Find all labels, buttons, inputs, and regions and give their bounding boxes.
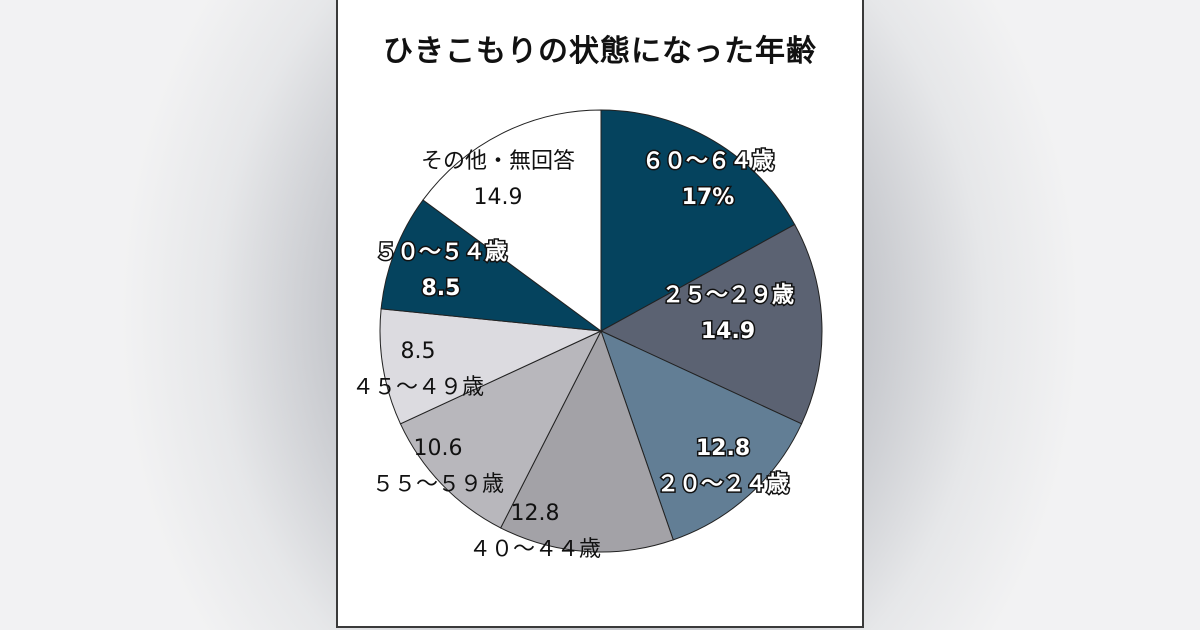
slice-value-label: 14.9 bbox=[474, 185, 523, 210]
pie-chart: ６０～６４歳 17% ２５～２９歳 14.9 12.8 ２０～２４歳 12.8 ４０～４４歳 1… bbox=[352, 109, 823, 562]
slice-category-label: ５５～５９歳 bbox=[372, 472, 504, 497]
slice-category-label: ４０～４４歳 bbox=[469, 537, 601, 562]
slice-category-label: ２０～２４歳 bbox=[657, 472, 789, 497]
pie-slice bbox=[379, 308, 603, 425]
chart-card: ひきこもりの状態になった年齢 ６０～６４歳 17% ２５～２９歳 14.9 12.8 ２０… bbox=[336, 0, 864, 628]
slice-value-label: 8.5 bbox=[422, 276, 461, 301]
pie-slice bbox=[600, 330, 803, 541]
chart-title: ひきこもりの状態になった年齢 bbox=[383, 34, 817, 69]
slice-value-label: 14.9 bbox=[701, 319, 755, 344]
slice-category-label: ６０～６４歳 bbox=[642, 149, 774, 174]
pie-slice bbox=[380, 199, 603, 332]
slice-value-label: 8.5 bbox=[401, 339, 436, 364]
slice-category-label: ４５～４９歳 bbox=[352, 375, 484, 400]
pie-slice bbox=[422, 109, 602, 332]
slice-value-label: 12.8 bbox=[511, 501, 560, 526]
slice-category-label: その他・無回答 bbox=[421, 149, 575, 174]
slice-value-label: 17% bbox=[682, 185, 735, 210]
slice-value-label: 12.8 bbox=[696, 436, 750, 461]
pie-slice bbox=[599, 223, 823, 425]
pie-slice bbox=[600, 109, 796, 332]
pie-slice bbox=[399, 329, 603, 529]
slice-category-label: ２５～２９歳 bbox=[662, 283, 794, 308]
pie-slice bbox=[499, 329, 674, 553]
slice-value-label: 10.6 bbox=[414, 436, 463, 461]
slice-category-label: ５０～５４歳 bbox=[375, 240, 507, 265]
